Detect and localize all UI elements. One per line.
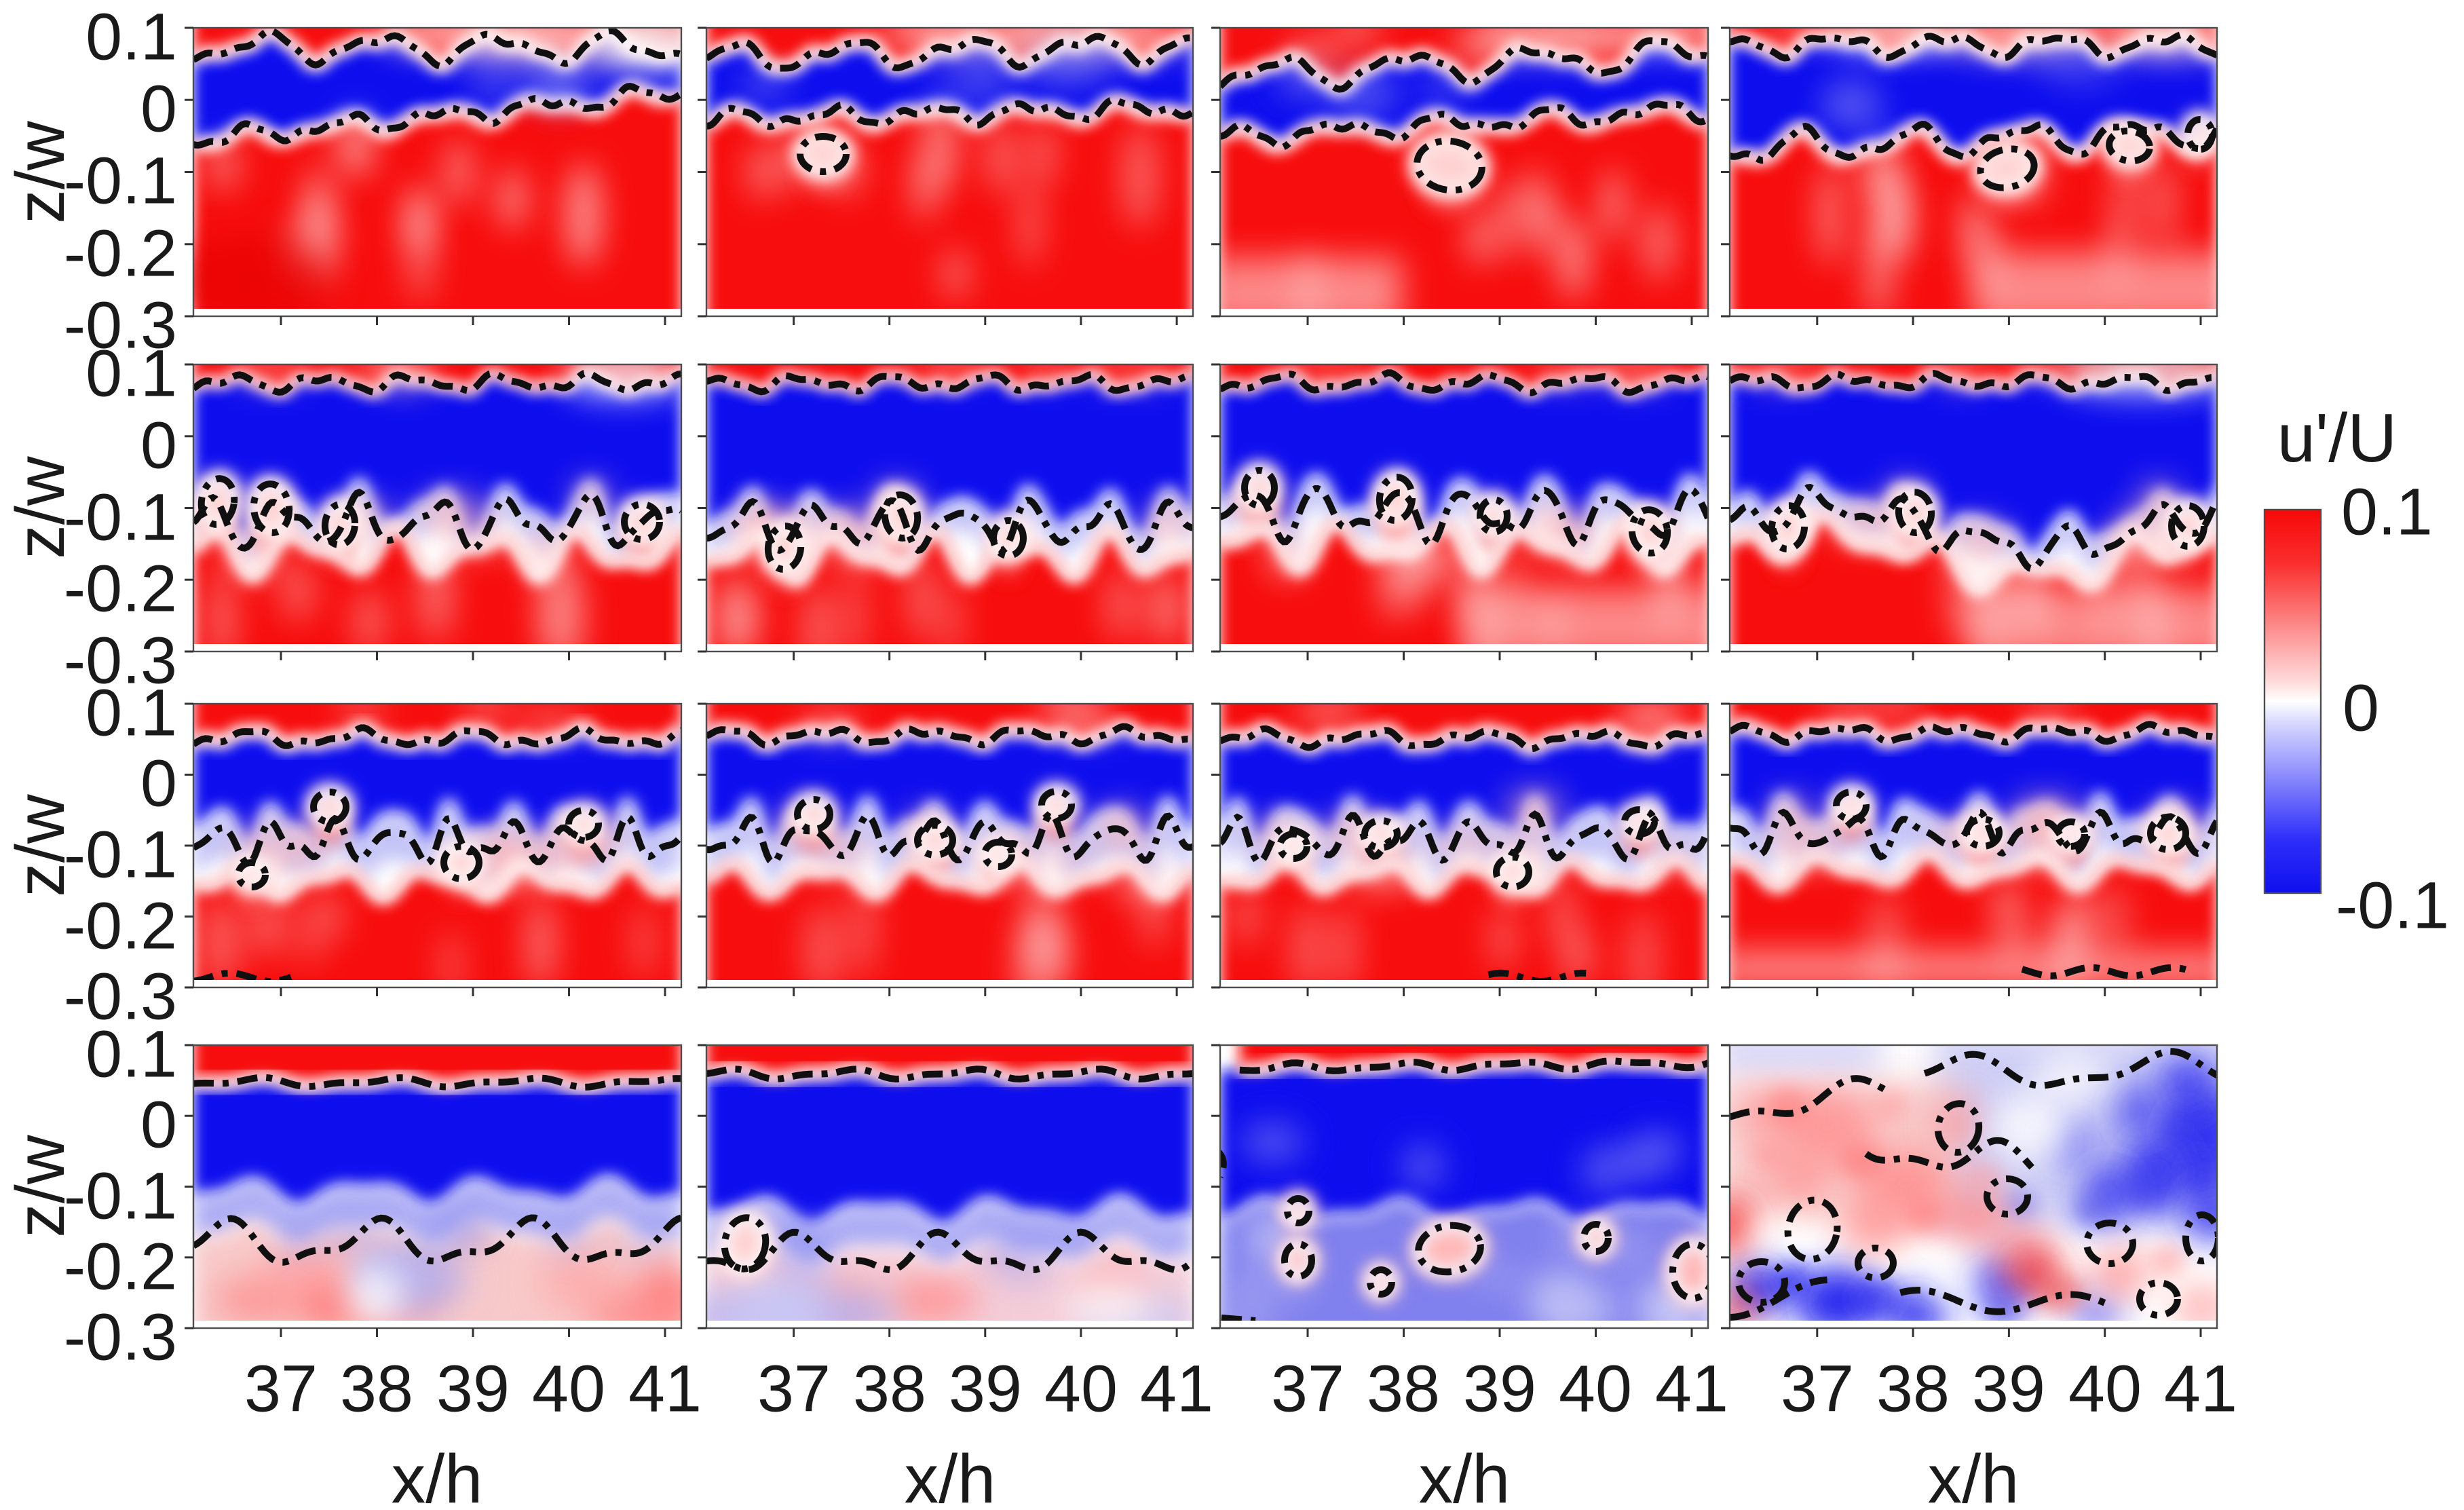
- svg-text:38: 38: [340, 1352, 413, 1426]
- svg-text:z/w: z/w: [3, 1134, 79, 1238]
- svg-text:39: 39: [949, 1352, 1022, 1426]
- svg-text:40: 40: [532, 1352, 605, 1426]
- svg-text:37: 37: [757, 1352, 831, 1426]
- svg-text:-0.1: -0.1: [64, 1159, 177, 1233]
- svg-text:-0.2: -0.2: [64, 889, 177, 963]
- svg-text:0.1: 0.1: [86, 676, 177, 750]
- svg-text:z/w: z/w: [3, 120, 79, 224]
- svg-text:0: 0: [2343, 671, 2379, 745]
- svg-text:0: 0: [140, 72, 177, 146]
- svg-text:38: 38: [1367, 1352, 1440, 1426]
- svg-text:z/w: z/w: [3, 793, 79, 897]
- svg-text:37: 37: [1271, 1352, 1344, 1426]
- svg-text:41: 41: [1140, 1352, 1213, 1426]
- svg-text:-0.2: -0.2: [64, 216, 177, 290]
- svg-text:40: 40: [1044, 1352, 1118, 1426]
- svg-text:x/h: x/h: [392, 1441, 483, 1507]
- svg-text:-0.2: -0.2: [64, 1230, 177, 1304]
- svg-text:x/h: x/h: [905, 1441, 996, 1507]
- svg-text:z/w: z/w: [3, 455, 79, 559]
- svg-text:40: 40: [2068, 1352, 2142, 1426]
- svg-text:-0.3: -0.3: [64, 960, 177, 1034]
- svg-text:0: 0: [140, 409, 177, 483]
- svg-text:-0.1: -0.1: [64, 480, 177, 554]
- svg-text:-0.1: -0.1: [64, 818, 177, 892]
- svg-text:-0.3: -0.3: [64, 624, 177, 698]
- svg-text:0.1: 0.1: [2341, 475, 2433, 549]
- svg-text:u'/U: u'/U: [2277, 400, 2397, 476]
- svg-text:0.1: 0.1: [86, 1017, 177, 1091]
- svg-text:41: 41: [628, 1352, 702, 1426]
- svg-text:38: 38: [853, 1352, 926, 1426]
- svg-text:37: 37: [1781, 1352, 1854, 1426]
- svg-text:-0.1: -0.1: [64, 144, 177, 218]
- svg-text:0.1: 0.1: [86, 337, 177, 411]
- svg-text:0: 0: [140, 1088, 177, 1162]
- svg-text:37: 37: [244, 1352, 318, 1426]
- svg-text:41: 41: [1655, 1352, 1728, 1426]
- svg-text:-0.3: -0.3: [64, 288, 177, 362]
- svg-text:-0.2: -0.2: [64, 552, 177, 626]
- svg-text:x/h: x/h: [1419, 1441, 1511, 1507]
- svg-text:41: 41: [2164, 1352, 2237, 1426]
- svg-text:38: 38: [1876, 1352, 1950, 1426]
- svg-text:x/h: x/h: [1928, 1441, 2020, 1507]
- svg-text:40: 40: [1559, 1352, 1632, 1426]
- svg-text:-0.1: -0.1: [2336, 869, 2449, 943]
- svg-text:39: 39: [1463, 1352, 1536, 1426]
- svg-text:39: 39: [1972, 1352, 2045, 1426]
- svg-text:0.1: 0.1: [86, 0, 177, 74]
- svg-text:0: 0: [140, 747, 177, 820]
- svg-text:-0.3: -0.3: [64, 1300, 177, 1374]
- svg-text:39: 39: [436, 1352, 510, 1426]
